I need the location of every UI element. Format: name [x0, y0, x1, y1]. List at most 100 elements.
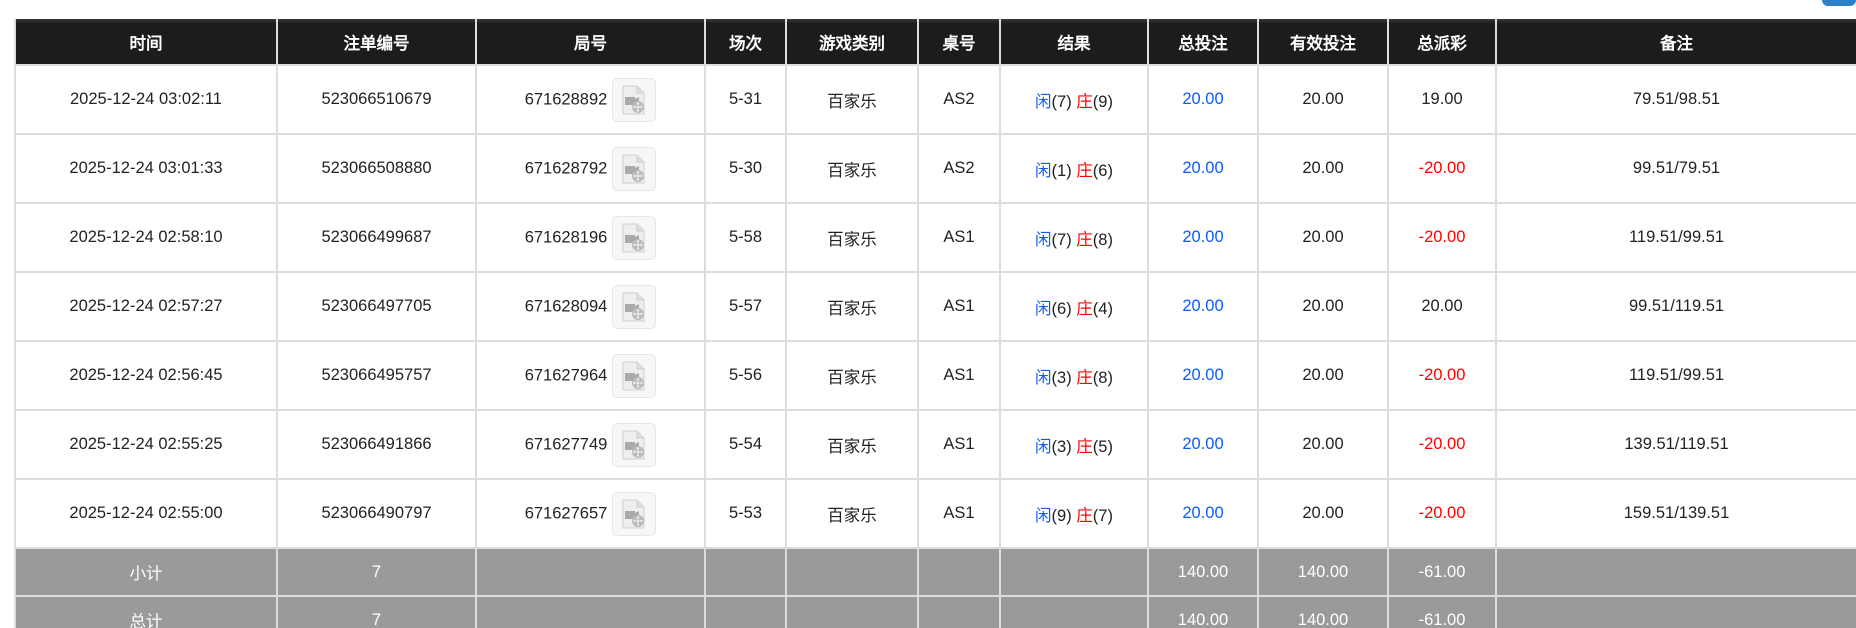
- round-cell: 671627657: [475, 478, 706, 549]
- banker-score: (6): [1092, 161, 1113, 180]
- header-shoe: 场次: [704, 19, 787, 66]
- banker-score: (8): [1092, 230, 1113, 249]
- result-cell: 闲(6) 庄(4): [999, 271, 1149, 342]
- table-row: 2025-12-24 02:55:00 523066490797 6716276…: [14, 478, 1856, 549]
- valid-bet-cell: 20.00: [1257, 340, 1389, 411]
- grand-total-payout: -61.00: [1387, 595, 1497, 628]
- header-payout: 总派彩: [1387, 19, 1497, 66]
- round-number: 671627749: [524, 434, 608, 453]
- shoe-cell: 5-58: [704, 202, 787, 273]
- result-cell: 闲(9) 庄(7): [999, 478, 1149, 549]
- table-cell: AS1: [917, 409, 1001, 480]
- banker-score: (9): [1092, 92, 1113, 111]
- table-cell: AS1: [917, 340, 1001, 411]
- table-cell: AS1: [917, 478, 1001, 549]
- time-cell: 2025-12-24 02:55:00: [14, 478, 278, 549]
- grand-total-total-bet: 140.00: [1147, 595, 1259, 628]
- table-row: 2025-12-24 02:56:45 523066495757 6716279…: [14, 340, 1856, 411]
- round-cell: 671628196: [475, 202, 706, 273]
- player-label: 闲: [1035, 368, 1052, 387]
- video-file-icon[interactable]: [612, 491, 657, 536]
- valid-bet-cell: 20.00: [1257, 133, 1389, 204]
- bet-id-cell: 523066495757: [276, 340, 477, 411]
- player-label: 闲: [1035, 161, 1052, 180]
- header-time: 时间: [14, 19, 278, 66]
- remark-cell: 99.51/79.51: [1495, 133, 1856, 204]
- banker-label: 庄: [1076, 92, 1093, 111]
- table-cell: AS2: [917, 64, 1001, 135]
- header-round: 局号: [475, 19, 706, 66]
- remark-cell: 99.51/119.51: [1495, 271, 1856, 342]
- remark-cell: 119.51/99.51: [1495, 202, 1856, 273]
- round-cell: 671627749: [475, 409, 706, 480]
- total-bet-cell: 20.00: [1147, 133, 1259, 204]
- banker-score: (7): [1092, 506, 1113, 525]
- game-cell: 百家乐: [785, 340, 919, 411]
- video-file-icon[interactable]: [612, 353, 657, 398]
- table-cell: AS1: [917, 271, 1001, 342]
- time-cell: 2025-12-24 03:01:33: [14, 133, 278, 204]
- round-number: 671628792: [524, 158, 608, 177]
- time-cell: 2025-12-24 02:57:27: [14, 271, 278, 342]
- header-row: 时间 注单编号 局号 场次 游戏类别 桌号 结果 总投注 有效投注 总派彩 备注: [14, 19, 1856, 66]
- table-row: 2025-12-24 02:58:10 523066499687 6716281…: [14, 202, 1856, 273]
- banker-label: 庄: [1076, 230, 1093, 249]
- table-cell: AS2: [917, 133, 1001, 204]
- time-cell: 2025-12-24 02:56:45: [14, 340, 278, 411]
- video-file-icon[interactable]: [612, 146, 657, 191]
- total-bet-cell: 20.00: [1147, 478, 1259, 549]
- bet-id-cell: 523066510679: [276, 64, 477, 135]
- payout-cell: -20.00: [1387, 340, 1497, 411]
- payout-cell: 20.00: [1387, 271, 1497, 342]
- subtotal-label: 小计: [14, 547, 278, 597]
- valid-bet-cell: 20.00: [1257, 64, 1389, 135]
- time-cell: 2025-12-24 02:55:25: [14, 409, 278, 480]
- result-cell: 闲(7) 庄(8): [999, 202, 1149, 273]
- header-valid-bet: 有效投注: [1257, 19, 1389, 66]
- valid-bet-cell: 20.00: [1257, 271, 1389, 342]
- player-score: (7): [1051, 92, 1072, 111]
- top-right-button[interactable]: [1822, 0, 1856, 6]
- bet-id-cell: 523066490797: [276, 478, 477, 549]
- round-number: 671628196: [524, 227, 608, 246]
- valid-bet-cell: 20.00: [1257, 409, 1389, 480]
- video-file-icon[interactable]: [612, 215, 657, 260]
- round-number: 671628094: [524, 296, 608, 315]
- header-game: 游戏类别: [785, 19, 919, 66]
- game-cell: 百家乐: [785, 202, 919, 273]
- result-cell: 闲(3) 庄(8): [999, 340, 1149, 411]
- player-label: 闲: [1035, 92, 1052, 111]
- header-result: 结果: [999, 19, 1149, 66]
- table-row: 2025-12-24 02:57:27 523066497705 6716280…: [14, 271, 1856, 342]
- video-file-icon[interactable]: [612, 284, 657, 329]
- shoe-cell: 5-53: [704, 478, 787, 549]
- shoe-cell: 5-30: [704, 133, 787, 204]
- bet-id-cell: 523066497705: [276, 271, 477, 342]
- banker-label: 庄: [1076, 161, 1093, 180]
- total-bet-cell: 20.00: [1147, 202, 1259, 273]
- bet-id-cell: 523066491866: [276, 409, 477, 480]
- game-cell: 百家乐: [785, 64, 919, 135]
- video-file-icon[interactable]: [612, 77, 657, 122]
- round-cell: 671627964: [475, 340, 706, 411]
- total-bet-cell: 20.00: [1147, 409, 1259, 480]
- payout-cell: -20.00: [1387, 478, 1497, 549]
- game-cell: 百家乐: [785, 478, 919, 549]
- game-cell: 百家乐: [785, 409, 919, 480]
- round-cell: 671628094: [475, 271, 706, 342]
- game-cell: 百家乐: [785, 133, 919, 204]
- round-cell: 671628892: [475, 64, 706, 135]
- table-row: 2025-12-24 03:02:11 523066510679 6716288…: [14, 64, 1856, 135]
- table-cell: AS1: [917, 202, 1001, 273]
- grand-total-row: 总计 7 140.00 140.00 -61.00: [14, 595, 1856, 628]
- header-total-bet: 总投注: [1147, 19, 1259, 66]
- grand-total-label: 总计: [14, 595, 278, 628]
- banker-label: 庄: [1076, 299, 1093, 318]
- remark-cell: 79.51/98.51: [1495, 64, 1856, 135]
- player-label: 闲: [1035, 437, 1052, 456]
- valid-bet-cell: 20.00: [1257, 478, 1389, 549]
- video-file-icon[interactable]: [612, 422, 657, 467]
- player-label: 闲: [1035, 506, 1052, 525]
- payout-cell: -20.00: [1387, 202, 1497, 273]
- grand-total-count: 7: [276, 595, 477, 628]
